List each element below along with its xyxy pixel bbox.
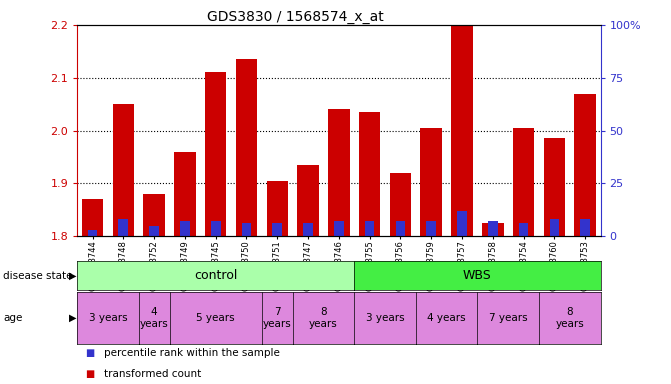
Bar [396,221,405,236]
Bar [488,221,498,236]
Bar [574,94,596,236]
Text: 3 years: 3 years [366,313,405,323]
Bar [580,219,590,236]
Text: ■: ■ [85,369,95,379]
Text: ■: ■ [85,348,95,358]
Bar [113,104,134,236]
Text: GDS3830 / 1568574_x_at: GDS3830 / 1568574_x_at [207,10,384,23]
Text: 7 years: 7 years [489,313,527,323]
Text: WBS: WBS [463,269,492,282]
Text: 4
years: 4 years [140,307,168,329]
Bar [211,221,221,236]
Bar [519,223,529,236]
Text: 4 years: 4 years [427,313,466,323]
Bar [144,194,165,236]
Bar [359,112,380,236]
Text: ▶: ▶ [68,313,76,323]
Bar [303,223,313,236]
Bar [328,109,350,236]
Text: 7
years: 7 years [263,307,292,329]
Bar [266,181,288,236]
Bar [421,128,442,236]
Text: 5 years: 5 years [197,313,235,323]
Text: 8
years: 8 years [309,307,338,329]
Bar [334,221,344,236]
Bar [82,199,103,236]
Bar [242,223,252,236]
Bar [272,223,282,236]
Bar [451,25,473,236]
Text: 8
years: 8 years [556,307,584,329]
Bar [513,128,534,236]
Bar [236,59,257,236]
Bar [297,165,319,236]
Text: age: age [3,313,23,323]
Bar [550,219,559,236]
Text: 3 years: 3 years [89,313,127,323]
Bar [457,211,467,236]
Bar [119,219,128,236]
Text: disease state: disease state [3,270,73,281]
Bar [205,73,227,236]
Bar [149,225,159,236]
Bar [180,221,190,236]
Bar [482,223,503,236]
Bar [88,230,97,236]
Text: transformed count: transformed count [104,369,201,379]
Bar [365,221,374,236]
Bar [426,221,436,236]
Text: percentile rank within the sample: percentile rank within the sample [104,348,280,358]
Text: ▶: ▶ [68,270,76,281]
Bar [174,152,196,236]
Text: control: control [194,269,238,282]
Bar [544,139,565,236]
Bar [390,173,411,236]
